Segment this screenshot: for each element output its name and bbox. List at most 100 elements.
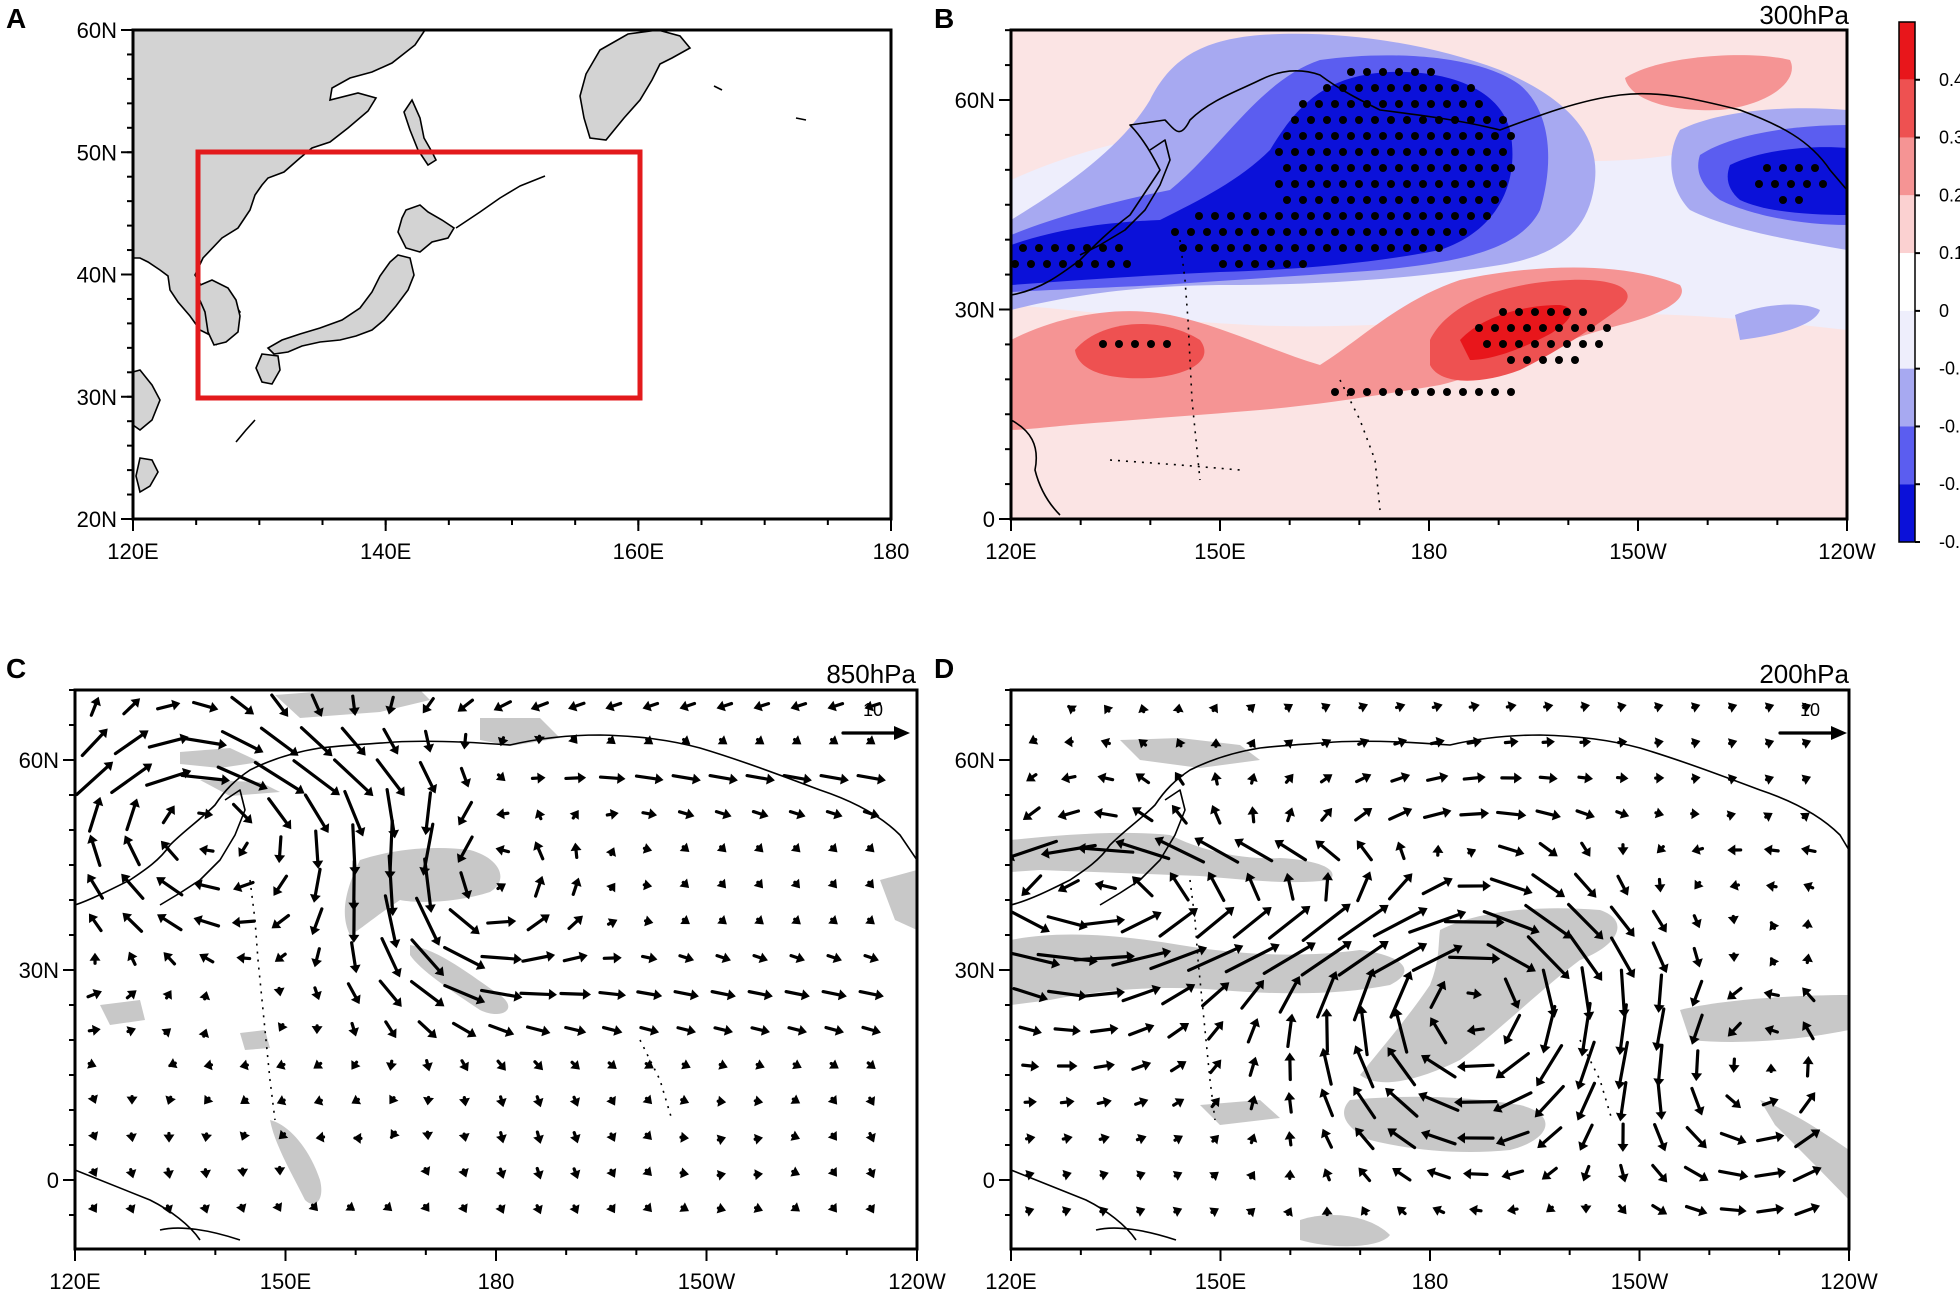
wind-vector — [533, 1060, 544, 1071]
wind-vector — [386, 1059, 397, 1071]
wind-vector — [790, 700, 808, 712]
stipple-dot — [1555, 356, 1563, 364]
wind-vector — [1161, 983, 1196, 1006]
wind-vector — [716, 842, 727, 853]
stipple-dot — [1595, 340, 1603, 348]
wind-vector — [199, 844, 215, 856]
stipple-dot — [1035, 244, 1043, 252]
lon-tick-label: 180 — [1412, 1269, 1449, 1294]
wind-vector — [348, 899, 360, 943]
wind-vector — [1321, 1008, 1333, 1054]
wind-vector — [125, 1204, 136, 1214]
wind-vector — [533, 841, 545, 861]
wind-vector — [1727, 914, 1739, 925]
wind-vector — [156, 699, 181, 711]
wind-vector — [784, 989, 810, 1001]
wind-vector — [641, 808, 658, 820]
contour-neg-0-3 — [1011, 71, 1513, 285]
stipple-dot — [1019, 244, 1027, 252]
lon-tick-label: 150W — [1609, 539, 1667, 564]
lon-tick-label: 120E — [107, 539, 158, 564]
stipple-dot — [1419, 244, 1427, 252]
wind-vector — [1654, 877, 1666, 893]
wind-vector — [1431, 701, 1443, 713]
wind-vector — [1210, 804, 1222, 825]
wind-vector — [1535, 1044, 1564, 1087]
colorbar-label: 0.3 — [1939, 128, 1960, 148]
wind-vector — [1245, 703, 1256, 714]
stipple-dot — [1067, 244, 1075, 252]
wind-vector — [1691, 773, 1701, 785]
wind-vector — [197, 808, 214, 820]
wind-vector — [1284, 1169, 1296, 1180]
wind-vector — [1802, 1056, 1814, 1078]
wind-vector — [1456, 1060, 1495, 1072]
wind-vector — [86, 989, 102, 1000]
wind-vector — [1503, 977, 1521, 1009]
wind-vector — [1321, 738, 1332, 749]
wind-vector — [1652, 1007, 1666, 1052]
colorbar-frame — [1898, 21, 1916, 543]
lon-tick-label: 150E — [1195, 1269, 1246, 1294]
wind-vector — [273, 986, 285, 997]
wind-vector — [272, 1202, 283, 1212]
wind-vector — [1691, 914, 1702, 929]
wind-vector — [1538, 772, 1558, 784]
wind-vector — [422, 697, 435, 714]
stipple-dot — [1467, 212, 1475, 220]
stipple-dot — [1763, 164, 1771, 172]
stipple-dot — [1307, 212, 1315, 220]
wind-vector — [1769, 957, 1780, 967]
lon-tick-label: 120W — [1820, 1269, 1878, 1294]
stipple-dot — [1523, 356, 1531, 364]
wind-vector — [1337, 941, 1389, 977]
stipple-dot — [1235, 260, 1243, 268]
stipple-dot — [1379, 228, 1387, 236]
japan-coastline-d — [1099, 789, 1186, 906]
wind-vector — [1171, 804, 1188, 825]
japan-coastline-c — [159, 789, 246, 906]
wind-vector — [89, 696, 101, 717]
wind-vector — [1357, 737, 1370, 748]
wind-vector — [163, 1131, 175, 1143]
island-chain-b — [1109, 239, 1381, 511]
stipple-dot — [1211, 244, 1219, 252]
wind-vector — [1209, 1134, 1220, 1145]
stipple-dot — [1147, 340, 1155, 348]
wind-vector — [239, 1131, 250, 1141]
stipple-dot — [1547, 340, 1555, 348]
wind-vector — [1756, 1203, 1785, 1215]
wind-vector — [496, 883, 506, 893]
wind-vector — [1489, 877, 1533, 896]
stipple-dot — [1059, 260, 1067, 268]
stipple-dot — [1451, 116, 1459, 124]
wind-vector — [1457, 880, 1491, 892]
stipple-dot — [1123, 260, 1131, 268]
wind-vector — [827, 1094, 838, 1105]
wind-vector — [710, 989, 736, 1001]
stipple-dot — [1331, 196, 1339, 204]
wind-vector — [1284, 1131, 1296, 1147]
wind-vector — [1169, 872, 1190, 902]
stipple-dot — [1483, 180, 1491, 188]
wind-vector — [568, 734, 578, 744]
wind-vector — [303, 793, 330, 833]
wind-vector — [236, 952, 252, 964]
lat-tick-label: 30N — [955, 298, 995, 323]
wind-vector — [606, 734, 616, 745]
wind-vector — [267, 797, 292, 830]
wind-vector — [753, 878, 764, 889]
stipple-dot — [1355, 84, 1363, 92]
wind-vector — [1718, 1169, 1749, 1181]
wind-vector — [1093, 808, 1118, 819]
stipple-dot — [1291, 148, 1299, 156]
stipple-dot — [1027, 260, 1035, 268]
wind-vector — [790, 842, 801, 853]
wind-vector — [1575, 1040, 1596, 1090]
wind-vector — [1209, 1207, 1219, 1218]
wind-vector — [519, 988, 557, 1000]
wind-vector — [753, 842, 764, 853]
wind-vector — [308, 1201, 319, 1212]
stipple-dot — [1475, 132, 1483, 140]
wind-vector — [863, 952, 879, 963]
